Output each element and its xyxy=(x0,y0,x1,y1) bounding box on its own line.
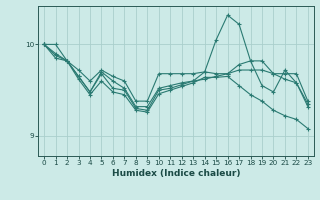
X-axis label: Humidex (Indice chaleur): Humidex (Indice chaleur) xyxy=(112,169,240,178)
